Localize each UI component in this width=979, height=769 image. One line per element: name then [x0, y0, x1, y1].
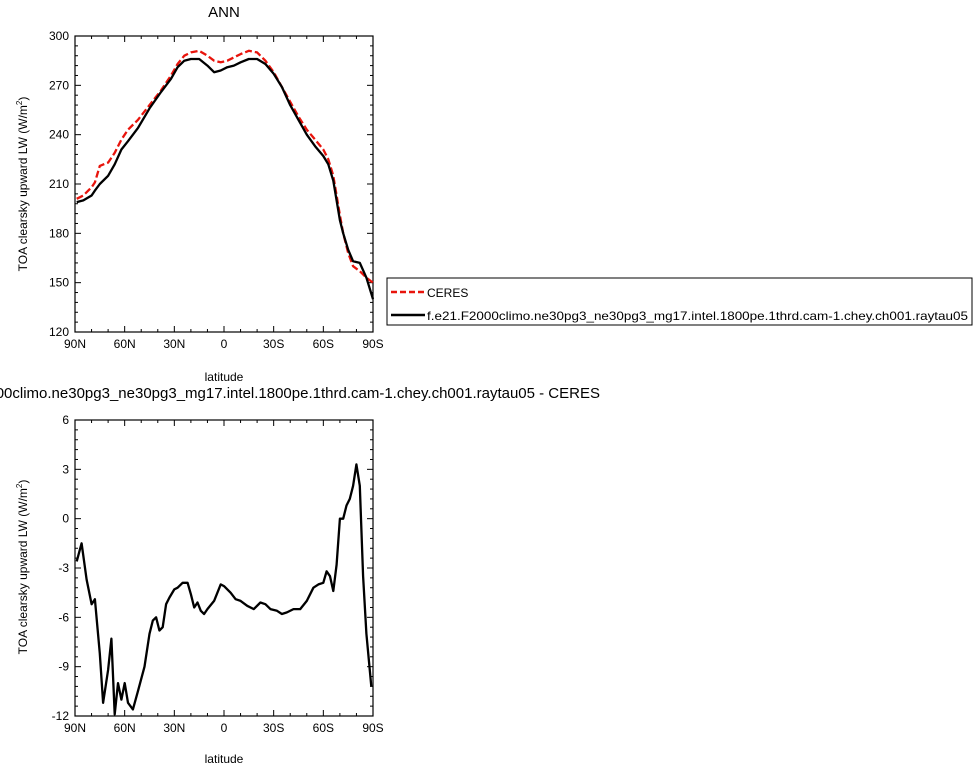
bottom-x-axis-label: latitude [205, 752, 244, 766]
legend: CERES f.e21.F2000climo.ne30pg3_ne30pg3_m… [386, 277, 973, 326]
top-x-tick-label: 30S [263, 337, 284, 351]
bottom-y-tick-label: -12 [52, 709, 70, 723]
bottom-x-tick-label: 30S [263, 721, 284, 735]
bottom-plot-area: 90N 60N 30N 0 30S 60S 90S -12 -9 -6 -3 0 3 6 [52, 413, 384, 735]
bottom-y-axis-label-superscript: 2 [15, 483, 24, 488]
bottom-y-tick-label: -6 [58, 610, 69, 624]
bottom-x-tick-label: 90N [64, 721, 86, 735]
bottom-y-tick-label: -9 [58, 660, 69, 674]
top-chart-panel: ANN 90N 60N 30N 0 30S 60S 90S 120 150 180 210 240 27… [15, 4, 384, 384]
top-y-axis-label-close: ) [16, 97, 30, 101]
top-x-tick-label: 0 [221, 337, 228, 351]
top-y-axis-label: TOA clearsky upward LW (W/m2) [15, 97, 30, 272]
top-series-line-1 [76, 57, 375, 300]
top-x-tick-label: 60N [114, 337, 136, 351]
legend-box [386, 277, 973, 326]
top-y-tick-label: 210 [49, 177, 69, 191]
bottom-y-axis-label-close: ) [16, 480, 30, 484]
top-x-tick-label: 30N [163, 337, 185, 351]
top-y-axis-label-superscript: 2 [15, 100, 24, 105]
bottom-y-tick-label: -3 [58, 561, 69, 575]
bottom-x-tick-label: 90S [362, 721, 383, 735]
bottom-y-tick-label: 3 [62, 462, 69, 476]
bottom-series-line-0 [75, 463, 373, 716]
bottom-x-tick-label: 60N [114, 721, 136, 735]
top-x-tick-label: 90S [362, 337, 383, 351]
bottom-y-tick-label: 6 [62, 413, 69, 427]
bottom-x-tick-label: 30N [163, 721, 185, 735]
top-y-tick-label: 120 [49, 325, 69, 339]
top-y-tick-label: 270 [49, 78, 69, 92]
top-x-tick-label: 60S [313, 337, 334, 351]
bottom-y-axis-label: TOA clearsky upward LW (W/m2) [15, 480, 30, 655]
bottom-y-axis-label-text: TOA clearsky upward LW (W/m [16, 488, 30, 654]
top-y-tick-label: 150 [49, 276, 69, 290]
top-x-tick-label: 90N [64, 337, 86, 351]
bottom-x-tick-label: 0 [221, 721, 228, 735]
bottom-chart-title: f.e21.F2000climo.ne30pg3_ne30pg3_mg17.in… [0, 385, 600, 402]
top-y-tick-label: 180 [49, 226, 69, 240]
bottom-x-tick-label: 60S [313, 721, 334, 735]
bottom-y-tick-label: 0 [62, 512, 69, 526]
top-y-tick-label: 240 [49, 128, 69, 142]
legend-label-ceres: CERES [427, 286, 468, 300]
legend-label-model: f.e21.F2000climo.ne30pg3_ne30pg3_mg17.in… [427, 309, 968, 323]
top-y-axis-label-text: TOA clearsky upward LW (W/m [16, 105, 30, 271]
bottom-chart-panel: f.e21.F2000climo.ne30pg3_ne30pg3_mg17.in… [0, 385, 600, 766]
top-y-tick-label: 300 [49, 29, 69, 43]
top-plot-area: 90N 60N 30N 0 30S 60S 90S 120 150 180 210 240 270 300 [49, 29, 384, 351]
top-x-axis-label: latitude [205, 370, 244, 384]
top-chart-title: ANN [208, 4, 240, 21]
